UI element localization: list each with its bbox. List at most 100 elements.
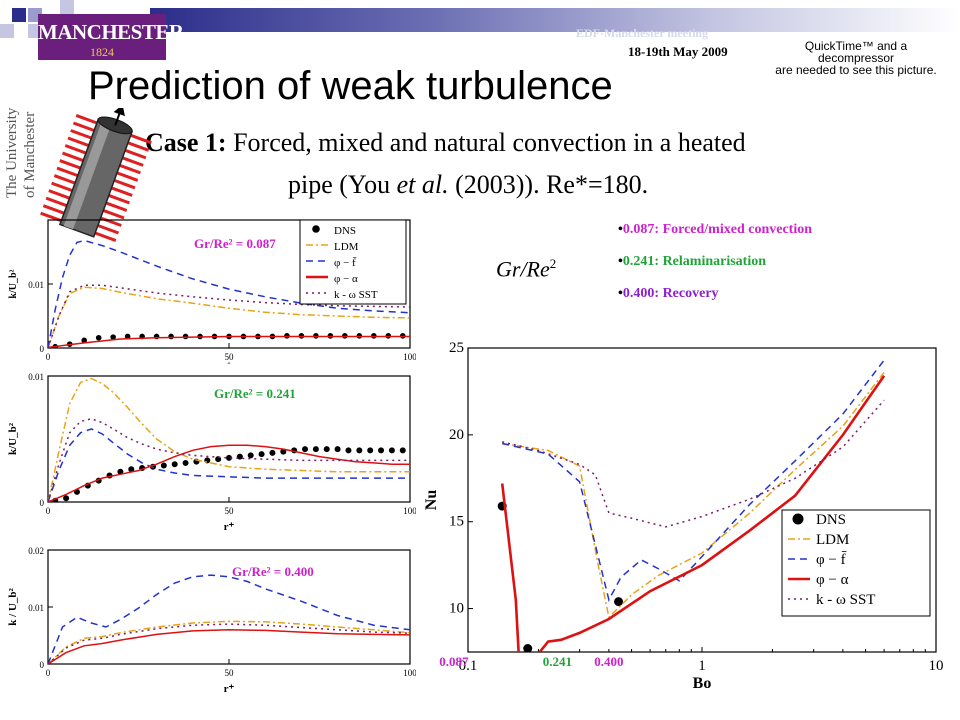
marked-bo-label: 0.241 [543,654,572,669]
legend-label-f: φ − f̄ [816,551,847,568]
y-axis-label: k / U_b² [7,588,19,626]
dns-point [399,447,406,454]
x-tick-label: 50 [225,352,235,362]
vertical-logo-line-1: The University [4,107,20,198]
series-line-k-sst [48,284,410,348]
regime-bullets: •0.087: Forced/mixed convection •0.241: … [618,222,812,318]
y-tick-label: 0.01 [28,603,44,613]
dns-point [258,451,265,458]
formula-text: Gr/Re [496,256,550,282]
series-line-ldm [48,286,410,348]
meeting-date: 18-19th May 2009 [628,44,728,59]
case-text: Forced, mixed and natural convection in … [233,128,746,157]
x-tick-label: 0 [46,668,51,678]
legend-marker-dns [312,225,320,233]
x-axis-label: Bo [693,675,712,690]
x-axis-label: r⁺ [224,683,235,695]
logo-year: 1824 [90,45,114,59]
dns-point [124,333,131,340]
x-tick-label: 50 [225,506,235,516]
dns-point [171,461,178,468]
series-line-series [48,629,410,664]
chart-gr-0241: 0 50 100 0 0.01 r⁺ k/U_b² Gr/Re² = 0.241 [7,372,416,530]
gr-annotation: Gr/Re² = 0.400 [232,564,314,579]
page-title: Prediction of weak turbulence [88,64,613,108]
gr-annotation: Gr/Re² = 0.087 [194,236,276,251]
series-line-series [500,375,886,652]
dns-point [356,447,363,454]
gr-annotation: Gr/Re² = 0.241 [214,386,296,401]
series-line-f [48,574,410,664]
series-line-f [502,359,885,602]
meeting-label: EDF-Manchester meeting [576,26,709,40]
dns-point [81,337,87,344]
dns-point [160,462,167,469]
series-line-ldm [502,371,885,619]
bullet-forced-text: 0.087: Forced/mixed convection [622,222,813,237]
bullet-recovery-text: 0.400: Recovery [622,286,719,301]
heated-pipe-illustration [40,108,152,242]
y-tick-label: 0.02 [28,546,44,556]
dns-point [523,644,533,652]
legend-label-k-sst: k - ω SST [334,289,378,301]
chart-nu-vs-bo: 0.1 1 10 10 15 20 25 Bo Nu DNS LDM φ − f̄ φ − α k - ω… [424,340,944,690]
series-line-k-sst [48,623,410,664]
y-tick-label: 15 [449,514,464,530]
dns-point [168,333,174,340]
x-tick-label: 100 [403,506,416,516]
series-group [497,359,886,652]
legend-marker-dns [792,513,804,525]
y-tick-label: 0 [40,344,45,354]
dns-point [378,447,385,454]
dns-point [226,454,232,461]
case-text2a: pipe (You [288,170,391,199]
y-tick-label: 0.01 [28,372,44,382]
y-axis-label: k/U_b² [7,422,19,455]
header-strip [0,0,960,46]
header-gradient [150,8,960,32]
quicktime-placeholder: QuickTime™ and a decompressor are needed… [766,40,946,76]
logo-name: MANCHESTER [38,20,184,44]
y-tick-label: 20 [449,427,464,443]
bullet-relam: •0.241: Relaminarisation [618,254,767,269]
legend-label-series: φ − α [816,572,849,588]
y-tick-label: 0 [40,660,45,670]
dns-point [236,453,243,460]
legend-label-dns: DNS [816,512,846,528]
gr-re-formula: Gr/Re2 [496,256,556,282]
bullet-forced: •0.087: Forced/mixed convection [618,222,813,237]
case-description: Case 1: Forced, mixed and natural convec… [145,128,746,158]
heating-fins [40,114,152,242]
y-axis-label: Nu [424,490,440,511]
y-tick-label: 0.01 [28,280,44,290]
series-line-k-sst [502,399,885,528]
series-group [48,239,410,348]
qt-line-2: decompressor [817,51,895,65]
x-axis-label: r⁺ [224,521,235,530]
x-tick-label: 0.1 [459,658,478,674]
university-logo: MANCHESTER 1824 [38,14,184,60]
plot-frame [47,549,411,665]
series-line-ldm [48,377,410,502]
bullet-relam-text: 0.241: Relaminarisation [622,254,767,269]
legend-label-f: φ − f̄ [334,256,357,269]
dns-point [110,334,116,340]
legend-label-k-sst: k - ω SST [816,592,875,608]
x-tick-label: 0 [46,506,51,516]
formula-sup: 2 [549,256,557,271]
legend-label-ldm: LDM [816,532,849,548]
marked-bo-label: 0.400 [594,654,623,669]
dns-point [302,446,309,453]
series-line-ldm [48,620,410,664]
chart-gr-0087: 0 50 100 0 0.01 + k/U_b² Gr/Re² = 0.087 DNS LDM φ … [8,219,416,364]
y-tick-label: 0 [40,498,45,508]
y-tick-label: 10 [449,601,464,617]
dns-point [388,447,395,454]
bullet-recovery: •0.400: Recovery [618,286,719,301]
chart-gr-0400: 0 50 100 0 0.01 0.02 r⁺ k / U_b² Gr/Re² = 0.400 [7,546,416,695]
marked-bo-label: 0.087 [439,654,469,669]
x-tick-label: 0 [46,352,51,362]
dns-point [345,447,352,454]
dns-point [367,447,374,454]
dns-point [95,334,102,341]
